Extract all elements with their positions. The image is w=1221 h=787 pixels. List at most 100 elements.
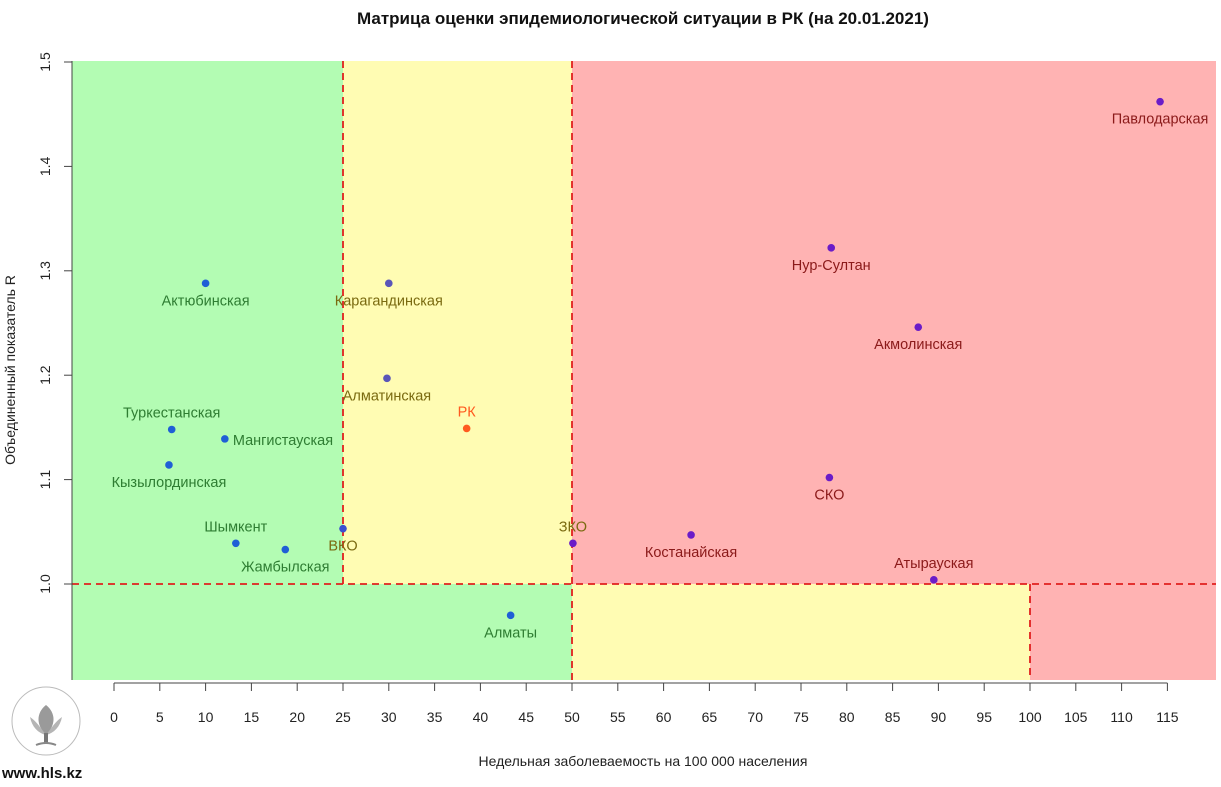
zone-yellow-lower: [572, 584, 1030, 680]
point-marker: [1156, 97, 1164, 106]
point-marker: [827, 244, 836, 252]
x-axis-label: Недельная заболеваемость на 100 000 насе…: [479, 753, 808, 769]
data-point: Туркестанская: [123, 405, 220, 434]
point-marker: [506, 611, 515, 620]
data-point: Алматы: [484, 611, 537, 641]
y-tick-label: 1.3: [37, 261, 53, 281]
point-marker: [383, 374, 391, 383]
x-tick-label: 80: [839, 709, 855, 725]
x-tick-label: 60: [656, 709, 672, 725]
data-points: Актюбинская Туркестанская Мангистауская Кыз…: [112, 97, 1209, 641]
zone-red-lower: [1030, 584, 1216, 680]
zone-green-upper: [72, 61, 343, 584]
y-tick-label: 1.0: [37, 574, 53, 594]
y-tick-label: 1.5: [37, 52, 53, 72]
zone-green-lower: [72, 584, 572, 680]
point-marker: [221, 435, 229, 443]
point-label: Атырауская: [894, 556, 973, 572]
x-tick-label: 35: [427, 709, 443, 725]
x-tick-label: 45: [518, 709, 534, 725]
point-label: Шымкент: [204, 519, 267, 535]
x-tick-label: 40: [473, 709, 489, 725]
point-label: Карагандинская: [335, 293, 443, 309]
point-label: Нур-Султан: [792, 258, 871, 274]
point-label: Алматинская: [343, 388, 431, 404]
y-axis-label: Объединенный показатель R: [2, 275, 18, 465]
point-label: Алматы: [484, 625, 537, 641]
data-point: Шымкент: [204, 519, 268, 548]
y-tick-label: 1.2: [37, 365, 53, 385]
point-marker: [569, 539, 577, 548]
point-marker: [167, 425, 176, 434]
point-label: Жамбылская: [241, 560, 329, 576]
x-tick-label: 15: [244, 709, 260, 725]
data-point: Алматинская: [343, 374, 431, 404]
data-point: СКО: [814, 473, 844, 504]
data-point: Атырауская: [894, 556, 973, 584]
x-tick-label: 110: [1110, 709, 1133, 725]
x-tick-label: 30: [381, 709, 397, 725]
data-point: Нур-Султан: [792, 244, 871, 274]
x-tick-label: 25: [335, 709, 351, 725]
point-label: Мангистауская: [233, 433, 333, 449]
point-label: Туркестанская: [123, 405, 220, 421]
data-point: Павлодарская: [1112, 97, 1209, 128]
data-point: Мангистауская: [221, 433, 333, 449]
point-label: Актюбинская: [162, 293, 250, 309]
data-point: Карагандинская: [335, 279, 443, 309]
x-tick-label: 65: [702, 709, 718, 725]
x-tick-label: 55: [610, 709, 626, 725]
x-tick-label: 115: [1156, 709, 1179, 725]
zone-yellow-upper: [343, 61, 572, 584]
x-tick-label: 0: [110, 709, 118, 725]
data-point: Акмолинская: [874, 323, 962, 353]
x-tick-label: 20: [289, 709, 305, 725]
point-marker: [385, 279, 393, 288]
chart-title: Матрица оценки эпидемиологической ситуац…: [357, 9, 929, 28]
data-point: Жамбылская: [241, 545, 330, 576]
x-tick-label: 90: [931, 709, 947, 725]
x-tick-label: 85: [885, 709, 901, 725]
point-label: Костанайская: [645, 545, 737, 561]
x-tick-label: 10: [198, 709, 214, 725]
point-marker: [825, 473, 834, 482]
point-marker: [687, 531, 695, 539]
point-marker: [462, 424, 471, 433]
point-label: ВКО: [328, 539, 357, 555]
point-marker: [232, 539, 240, 548]
data-point: ВКО: [328, 524, 358, 555]
x-tick-label: 50: [564, 709, 580, 725]
point-label: Павлодарская: [1112, 112, 1209, 128]
risk-zones: [72, 61, 1216, 680]
point-label: СКО: [814, 488, 844, 504]
point-marker: [201, 279, 210, 288]
zone-red-upper: [572, 61, 1216, 584]
point-marker: [281, 545, 290, 554]
x-tick-label: 70: [747, 709, 763, 725]
point-label: Кызылординская: [112, 475, 227, 491]
point-marker: [165, 461, 173, 469]
data-point: Костанайская: [645, 531, 737, 561]
data-point: ЗКО: [559, 519, 587, 548]
x-tick-label: 105: [1064, 709, 1088, 725]
point-label: Акмолинская: [874, 337, 962, 353]
site-url[interactable]: www.hls.kz: [2, 765, 83, 782]
data-point: РК: [458, 404, 477, 433]
point-marker: [914, 323, 923, 331]
point-marker: [339, 524, 347, 533]
y-tick-label: 1.4: [37, 156, 53, 176]
data-point: Кызылординская: [112, 461, 227, 491]
x-tick-label: 100: [1018, 709, 1042, 725]
organization-logo-icon: [6, 683, 92, 768]
point-label: РК: [458, 404, 477, 420]
threshold-lines: [72, 61, 1216, 680]
x-tick-label: 75: [793, 709, 809, 725]
point-marker: [930, 576, 938, 584]
y-tick-label: 1.1: [37, 470, 53, 490]
axes: 0 5 10 15 20 25 30 35 40 45 50 55 60 65 70 75 80 85 90 95 10…: [37, 52, 1179, 725]
point-label: ЗКО: [559, 519, 587, 535]
data-point: Актюбинская: [162, 279, 250, 309]
x-tick-label: 5: [156, 709, 164, 725]
x-tick-label: 95: [976, 709, 992, 725]
